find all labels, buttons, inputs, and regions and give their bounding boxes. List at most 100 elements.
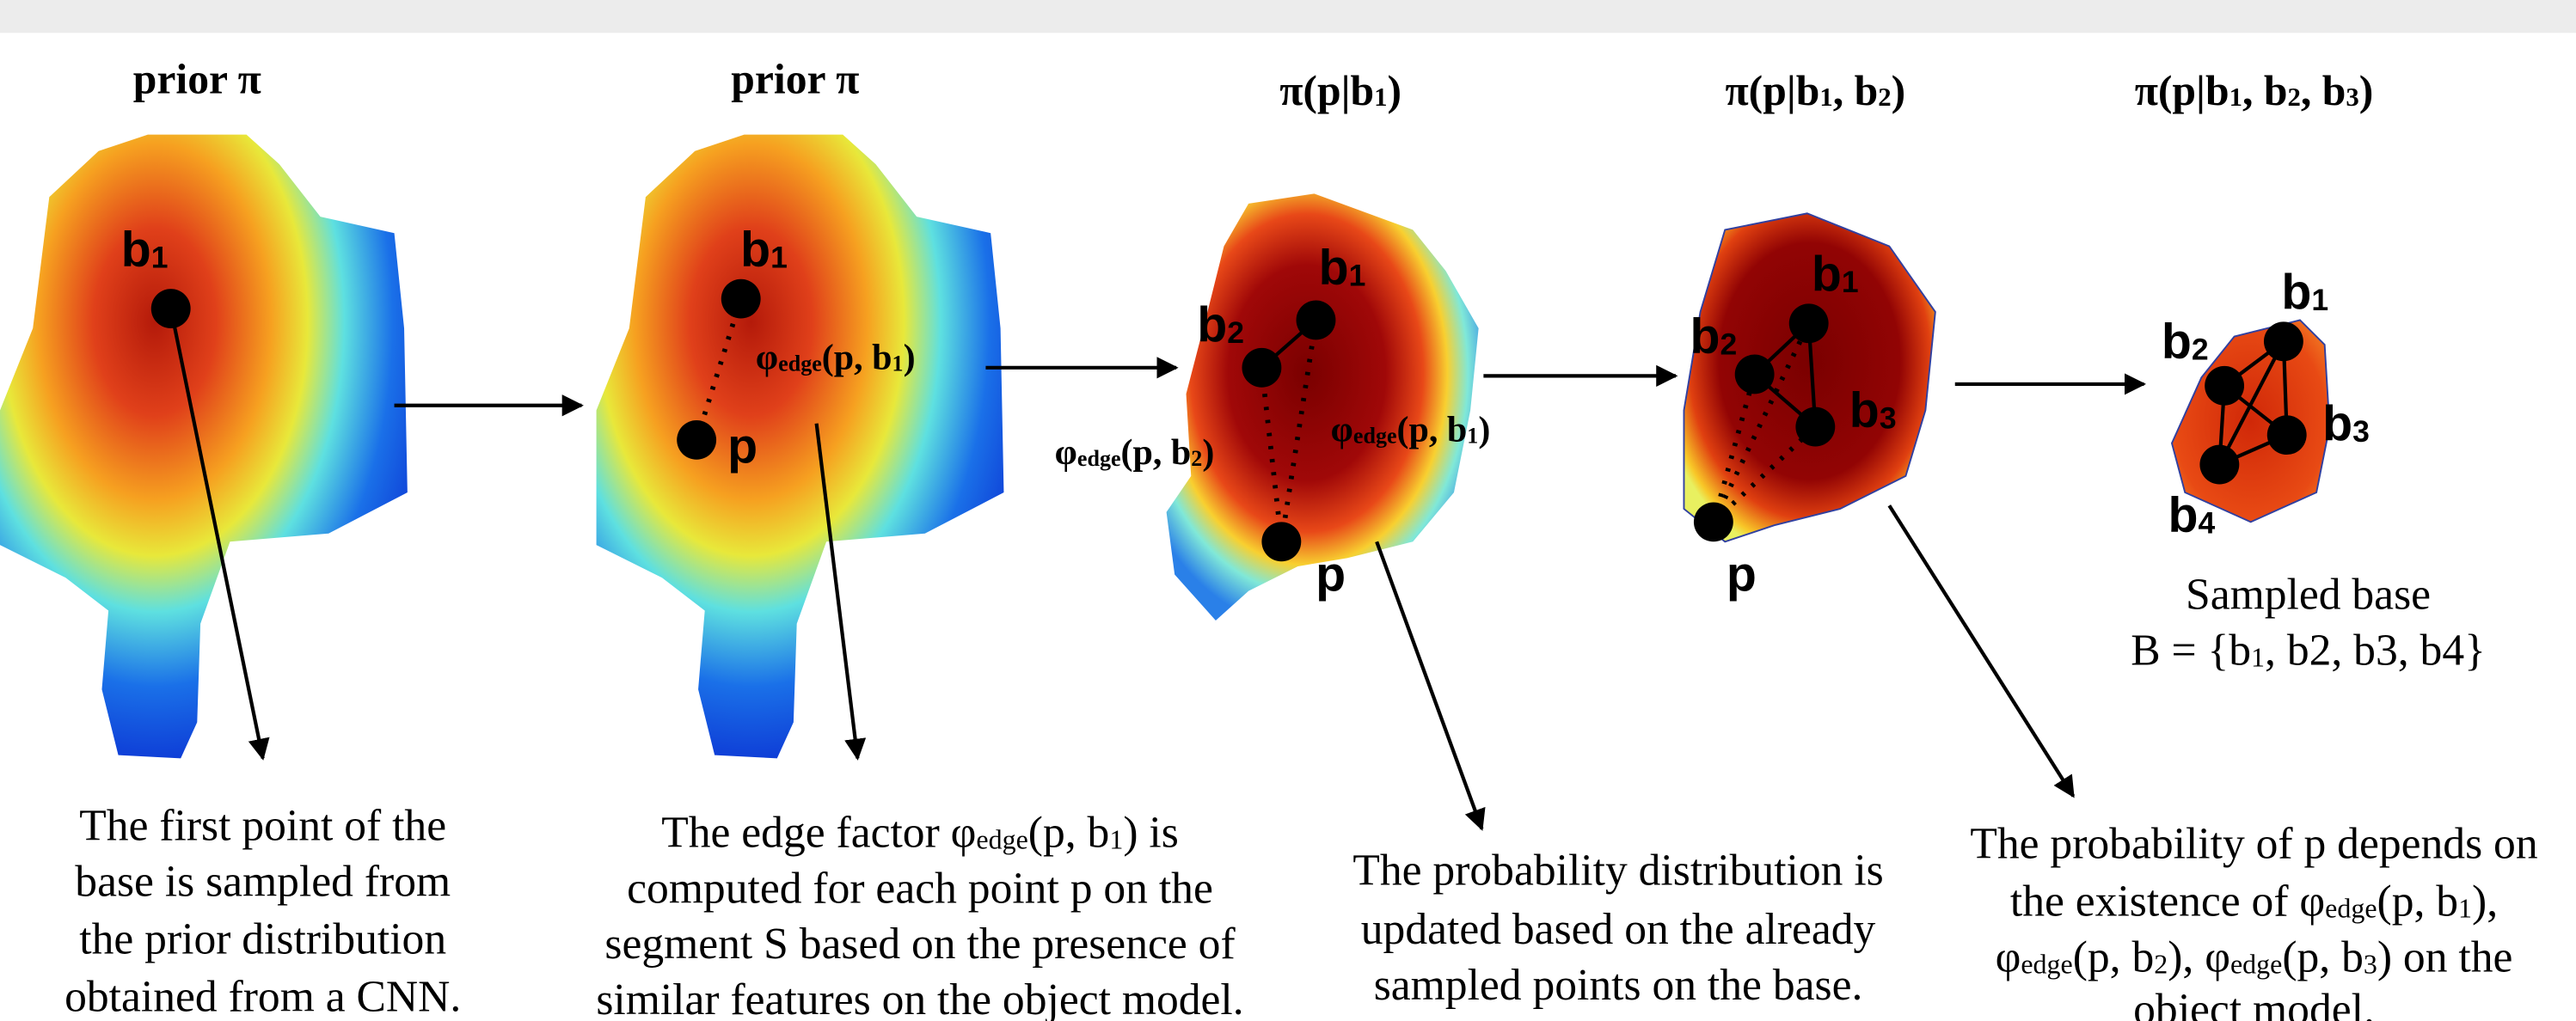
point-label-segment: b [1849, 382, 1880, 437]
caption-line: The probability of p depends on [1970, 819, 2537, 868]
edge-label-segment: (p, b [822, 338, 892, 377]
point-label: b2 [1197, 297, 1244, 352]
edge [1259, 367, 1285, 542]
caption-line-subscript: 1 [2251, 642, 2265, 672]
point [2205, 365, 2245, 406]
heatmap [596, 134, 1004, 759]
point [721, 278, 761, 319]
caption-line-subscript: edge [2230, 949, 2282, 979]
edge-label-subscript: edge [1353, 423, 1397, 448]
point-label-subscript: 4 [2199, 506, 2216, 541]
caption-line-segment: object model. [2133, 985, 2375, 1021]
edge-label-subscript: edge [1077, 446, 1121, 471]
edge [1279, 320, 1319, 542]
caption-line: base is sampled from [75, 857, 451, 906]
point-label-subscript: 2 [1720, 327, 1737, 362]
edge-label-subscript: 1 [892, 351, 904, 376]
point-label: b1 [1812, 247, 1859, 302]
caption-line: The edge factor φedge(p, b1) is [661, 808, 1179, 857]
point-label-segment: b [1197, 297, 1227, 352]
caption-line: object model. [2133, 985, 2375, 1021]
point-label: b2 [1690, 309, 1737, 364]
caption-line: segment S based on the presence of [604, 920, 1236, 969]
point-label: b4 [2168, 488, 2216, 543]
panel-title-subscript: 3 [2346, 83, 2358, 112]
caption-line-segment: The probability distribution is [1352, 846, 1883, 895]
panel-title-segment: π(p|b [1279, 67, 1374, 114]
panel-title: prior π [731, 55, 859, 102]
point-label: b1 [2281, 265, 2328, 320]
panel-title-segment: prior π [731, 55, 859, 102]
caption-line-segment: segment S based on the presence of [604, 920, 1236, 969]
arrow [1375, 541, 1486, 831]
caption-line-segment: B = {b [2131, 626, 2251, 675]
point-label-subscript: 1 [1349, 258, 1366, 292]
point [2266, 415, 2307, 455]
caption-line-segment: φ [1996, 932, 2021, 981]
point-label-segment: b [2322, 396, 2352, 451]
edge-label-segment: ) [1478, 410, 1490, 449]
point-label-subscript: 1 [770, 240, 788, 274]
caption-line-segment: ) on the [2377, 932, 2513, 981]
point-label: b3 [1849, 382, 1897, 437]
edge-label-segment: (p, b [1121, 433, 1192, 473]
point [2199, 444, 2240, 485]
caption-line: obtained from a CNN. [64, 972, 461, 1021]
point-label-segment: b [1690, 309, 1720, 364]
point-label-subscript: 1 [1842, 265, 1859, 299]
point-label-segment: p [727, 419, 757, 474]
panel-title: π(p|b1, b2, b3) [2135, 67, 2374, 114]
point-label-segment: p [1727, 547, 1757, 602]
caption-line-segment: The first point of the [79, 801, 446, 850]
panel-title-segment: π(p|b [2135, 67, 2229, 114]
caption-line-segment: ) is [1123, 808, 1178, 857]
arrow [1887, 504, 2076, 798]
point [1788, 303, 1829, 344]
caption-line-segment: sampled points on the base. [1374, 960, 1863, 1009]
point [677, 419, 717, 460]
point-label: b2 [2162, 314, 2209, 369]
point-label-subscript: 3 [1880, 400, 1897, 435]
edge-label-segment: φ [756, 338, 778, 377]
point-label-subscript: 1 [2311, 283, 2328, 317]
panel-title: π(p|b1) [1279, 67, 1401, 114]
caption-line: The probability distribution is [1352, 846, 1883, 895]
point [2263, 321, 2303, 362]
caption-line: B = {b1, b2, b3, b4} [2131, 626, 2486, 675]
point-label: b1 [740, 222, 788, 277]
edge-label-subscript: 1 [1467, 423, 1478, 448]
edge-label: φedge(p, b1) [756, 338, 916, 377]
point-label: p [1727, 547, 1757, 602]
point [1734, 354, 1775, 394]
caption-line-subscript: 2 [2154, 949, 2168, 979]
point [1693, 502, 1733, 542]
point [150, 289, 191, 328]
panel-title-subscript: 2 [2287, 83, 2300, 112]
panel-title-segment: π(p|b [1725, 67, 1819, 114]
point-label-segment: b [2168, 488, 2199, 543]
point [1795, 407, 1836, 447]
caption-line-segment: (p, b [2377, 877, 2459, 926]
caption-line-segment: (p, b [2073, 932, 2155, 981]
caption-line-segment: , b2, b3, b4} [2265, 626, 2486, 675]
caption-line-segment: obtained from a CNN. [64, 972, 461, 1021]
panel-title-segment: ) [2359, 67, 2374, 114]
point-label-subscript: 3 [2352, 414, 2370, 449]
edge [2217, 340, 2285, 466]
point-label: p [1316, 547, 1346, 602]
edge-label-segment: (p, b [1397, 410, 1468, 449]
edge-label-segment: ) [904, 338, 916, 377]
caption-line-segment: (p, b [2282, 932, 2364, 981]
caption-line-subscript: edge [976, 824, 1027, 854]
edge-label-segment: φ [1331, 410, 1353, 449]
point-label-segment: b [1319, 240, 1349, 295]
panel-title-segment: , b [2301, 67, 2346, 114]
top-bar [0, 0, 2576, 34]
point-label: b1 [121, 222, 169, 277]
panel-title-segment: , b [1833, 67, 1878, 114]
panel-title: prior π [133, 55, 261, 102]
arrow [814, 423, 867, 761]
point-label: p [727, 419, 757, 474]
arrow [169, 308, 270, 761]
